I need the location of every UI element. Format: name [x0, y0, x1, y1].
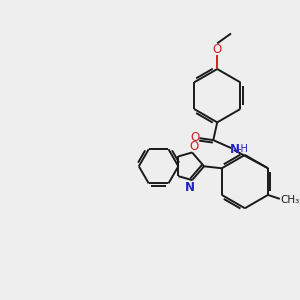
Text: CH₃: CH₃ — [280, 195, 299, 205]
Text: -H: -H — [238, 144, 248, 154]
Text: O: O — [190, 131, 199, 144]
Text: N: N — [230, 142, 240, 155]
Text: N: N — [185, 181, 195, 194]
Text: O: O — [190, 140, 199, 153]
Text: O: O — [213, 43, 222, 56]
